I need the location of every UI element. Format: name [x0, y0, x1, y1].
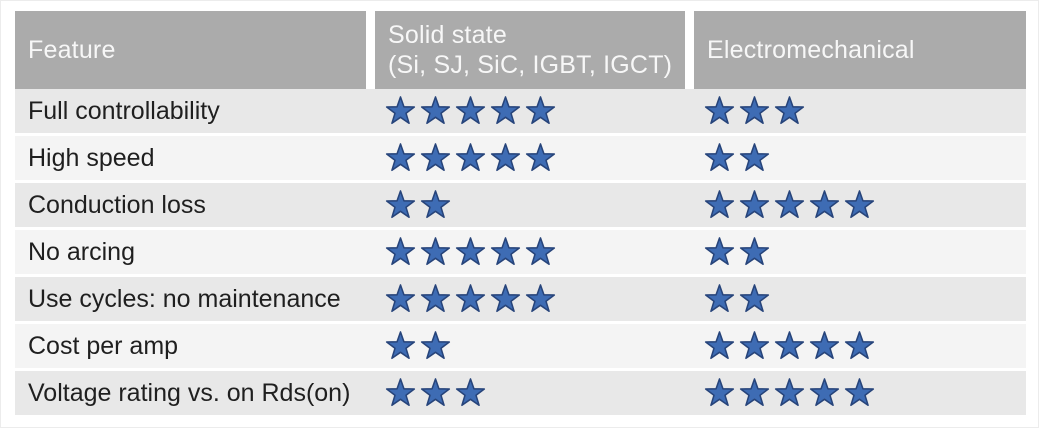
star-icon — [455, 283, 486, 312]
star-icon — [704, 142, 735, 171]
star-icon — [704, 377, 735, 406]
star-icon — [809, 189, 840, 218]
star-icon — [525, 95, 556, 124]
solid-state-stars — [375, 371, 685, 415]
star-icon — [385, 236, 416, 265]
star-icon — [704, 95, 735, 124]
feature-label: Use cycles: no maintenance — [28, 284, 341, 313]
star-icon — [739, 236, 770, 265]
electromechanical-stars — [694, 230, 1026, 274]
star-icon — [385, 377, 416, 406]
table-row: Use cycles: no maintenance — [15, 277, 1026, 321]
feature-comparison-table: Feature Solid state (Si, SJ, SiC, IGBT, … — [15, 11, 1026, 415]
solid-state-column-sublabel: (Si, SJ, SiC, IGBT, IGCT) — [388, 51, 673, 79]
electromechanical-stars — [694, 89, 1026, 133]
star-icon — [455, 142, 486, 171]
star-icon — [774, 377, 805, 406]
star-icon — [704, 189, 735, 218]
column-header-electromechanical: Electromechanical — [694, 11, 1026, 89]
star-icon — [739, 283, 770, 312]
star-icon — [455, 236, 486, 265]
solid-state-column-label: Solid state — [388, 20, 507, 49]
table-row: Full controllability — [15, 89, 1026, 133]
star-icon — [774, 95, 805, 124]
star-icon — [844, 377, 875, 406]
feature-label: Full controllability — [28, 96, 220, 125]
star-icon — [704, 330, 735, 359]
star-icon — [704, 283, 735, 312]
star-icon — [420, 330, 451, 359]
star-icon — [490, 142, 521, 171]
star-icon — [385, 189, 416, 218]
star-icon — [739, 330, 770, 359]
star-icon — [739, 95, 770, 124]
table-row: Conduction loss — [15, 183, 1026, 227]
star-icon — [385, 283, 416, 312]
table-row: High speed — [15, 136, 1026, 180]
star-icon — [739, 377, 770, 406]
star-icon — [809, 377, 840, 406]
column-header-solid-state: Solid state (Si, SJ, SiC, IGBT, IGCT) — [375, 11, 685, 89]
electromechanical-stars — [694, 324, 1026, 368]
solid-state-stars — [375, 89, 685, 133]
star-icon — [420, 95, 451, 124]
table-header-row: Feature Solid state (Si, SJ, SiC, IGBT, … — [15, 11, 1026, 89]
star-icon — [385, 330, 416, 359]
star-icon — [420, 283, 451, 312]
star-icon — [739, 142, 770, 171]
solid-state-stars — [375, 324, 685, 368]
star-icon — [420, 236, 451, 265]
star-icon — [385, 95, 416, 124]
table-row: Voltage rating vs. on Rds(on) — [15, 371, 1026, 415]
table-row: Cost per amp — [15, 324, 1026, 368]
star-icon — [774, 189, 805, 218]
electromechanical-stars — [694, 277, 1026, 321]
table-body: Full controllability High speed Conducti… — [15, 89, 1026, 415]
star-icon — [844, 330, 875, 359]
star-icon — [455, 377, 486, 406]
electromechanical-stars — [694, 371, 1026, 415]
star-icon — [739, 189, 770, 218]
star-icon — [455, 95, 486, 124]
star-icon — [490, 95, 521, 124]
star-icon — [420, 189, 451, 218]
star-icon — [525, 142, 556, 171]
star-icon — [525, 283, 556, 312]
table-row: No arcing — [15, 230, 1026, 274]
feature-label: Voltage rating vs. on Rds(on) — [28, 378, 351, 407]
column-header-feature: Feature — [15, 11, 366, 89]
star-icon — [844, 189, 875, 218]
star-icon — [385, 142, 416, 171]
feature-label: No arcing — [28, 237, 135, 266]
star-icon — [525, 236, 556, 265]
feature-label: Cost per amp — [28, 331, 179, 360]
electromechanical-stars — [694, 183, 1026, 227]
solid-state-stars — [375, 230, 685, 274]
solid-state-stars — [375, 183, 685, 227]
solid-state-stars — [375, 136, 685, 180]
electromechanical-stars — [694, 136, 1026, 180]
star-icon — [490, 236, 521, 265]
star-icon — [490, 283, 521, 312]
feature-column-label: Feature — [28, 35, 116, 64]
star-icon — [420, 377, 451, 406]
star-icon — [774, 330, 805, 359]
star-icon — [809, 330, 840, 359]
solid-state-stars — [375, 277, 685, 321]
star-icon — [420, 142, 451, 171]
feature-label: High speed — [28, 143, 155, 172]
feature-label: Conduction loss — [28, 190, 206, 219]
star-icon — [704, 236, 735, 265]
electromechanical-column-label: Electromechanical — [707, 35, 915, 64]
